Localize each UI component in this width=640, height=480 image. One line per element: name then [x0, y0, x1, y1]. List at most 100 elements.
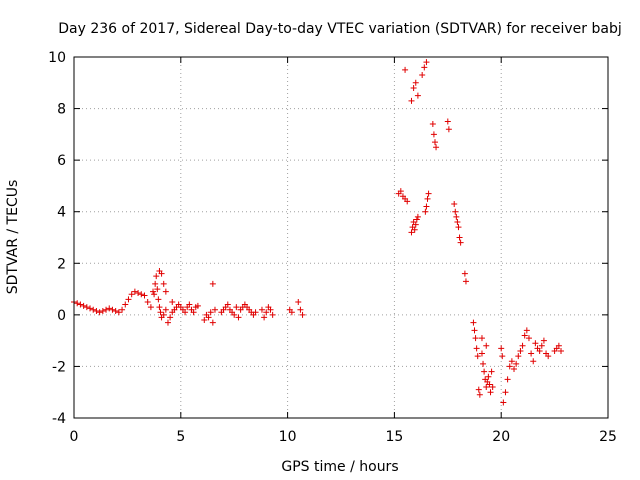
data-point	[408, 229, 415, 236]
data-point	[530, 358, 537, 365]
data-point	[555, 342, 562, 349]
data-point	[194, 302, 201, 309]
data-point	[515, 353, 522, 360]
data-point	[263, 309, 270, 316]
data-point	[90, 306, 97, 313]
data-point	[151, 291, 158, 298]
data-point	[138, 291, 145, 298]
data-point	[96, 309, 103, 316]
y-tick-label: 0	[57, 308, 66, 324]
data-point	[224, 301, 231, 308]
data-point	[169, 298, 176, 305]
data-point	[93, 307, 100, 314]
data-point	[103, 306, 110, 313]
y-tick-label: -2	[52, 359, 66, 375]
data-point	[135, 289, 142, 296]
data-point	[523, 327, 530, 334]
data-point	[452, 208, 459, 215]
data-point	[475, 386, 482, 393]
data-point	[258, 306, 265, 313]
data-point	[425, 190, 432, 197]
data-point	[141, 292, 148, 299]
data-point	[131, 288, 138, 295]
data-point	[252, 309, 259, 316]
axis-ticks: 0 5 10 15 20 25 -4 -2 0 2 4 6 8 10	[48, 50, 617, 445]
data-point	[457, 239, 464, 246]
data-point	[156, 268, 163, 275]
data-point	[485, 373, 492, 380]
data-point	[444, 118, 451, 125]
x-tick-label: 5	[176, 429, 185, 445]
data-point	[500, 399, 507, 406]
grid-lines	[74, 57, 608, 418]
data-point	[408, 97, 415, 104]
data-point	[483, 342, 490, 349]
data-point	[167, 314, 174, 321]
data-point	[429, 121, 436, 128]
data-point	[473, 345, 480, 352]
data-point	[150, 288, 157, 295]
data-point	[471, 327, 478, 334]
data-point	[421, 64, 428, 71]
data-point	[186, 301, 193, 308]
data-point	[154, 286, 161, 293]
data-point	[506, 363, 513, 370]
data-point	[430, 131, 437, 138]
data-point	[269, 311, 276, 318]
data-point	[498, 345, 505, 352]
data-point	[122, 301, 129, 308]
data-point	[472, 335, 479, 342]
data-point	[109, 306, 116, 313]
data-point	[205, 314, 212, 321]
data-point	[455, 224, 462, 231]
y-tick-label: 8	[57, 102, 66, 118]
data-point	[451, 200, 458, 207]
data-point	[207, 309, 214, 316]
data-point	[74, 300, 81, 307]
data-point	[525, 335, 532, 342]
data-point	[402, 66, 409, 73]
chart-title: Day 236 of 2017, Sidereal Day-to-day VTE…	[58, 21, 621, 37]
data-point	[80, 302, 87, 309]
data-point	[517, 347, 524, 354]
data-point	[462, 278, 469, 285]
y-tick-label: 6	[57, 153, 66, 169]
data-point	[404, 198, 411, 205]
data-point	[119, 306, 126, 313]
data-point	[504, 376, 511, 383]
data-point	[411, 226, 418, 233]
data-point	[456, 234, 463, 241]
data-point	[558, 347, 565, 354]
data-point	[261, 314, 268, 321]
x-tick-label: 25	[599, 429, 617, 445]
data-point	[412, 221, 419, 228]
data-point	[423, 203, 430, 210]
data-point	[414, 213, 421, 220]
x-axis-label: GPS time / hours	[281, 459, 398, 475]
data-point	[424, 195, 431, 202]
data-point	[410, 84, 417, 91]
x-tick-label: 20	[492, 429, 510, 445]
data-point	[209, 280, 216, 287]
data-point	[190, 309, 197, 316]
data-point	[201, 317, 208, 324]
data-point	[454, 219, 461, 226]
data-point	[461, 270, 468, 277]
data-point	[299, 311, 306, 318]
data-point	[545, 353, 552, 360]
data-point	[99, 307, 106, 314]
data-point	[483, 384, 490, 391]
data-point	[474, 353, 481, 360]
data-point	[445, 126, 452, 133]
data-point	[231, 311, 238, 318]
data-point	[519, 342, 526, 349]
data-point	[508, 358, 515, 365]
data-point	[397, 188, 404, 195]
data-point	[413, 216, 420, 223]
data-point	[480, 360, 487, 367]
data-point	[536, 347, 543, 354]
data-point	[476, 391, 483, 398]
data-point	[433, 144, 440, 151]
data-point	[502, 389, 509, 396]
